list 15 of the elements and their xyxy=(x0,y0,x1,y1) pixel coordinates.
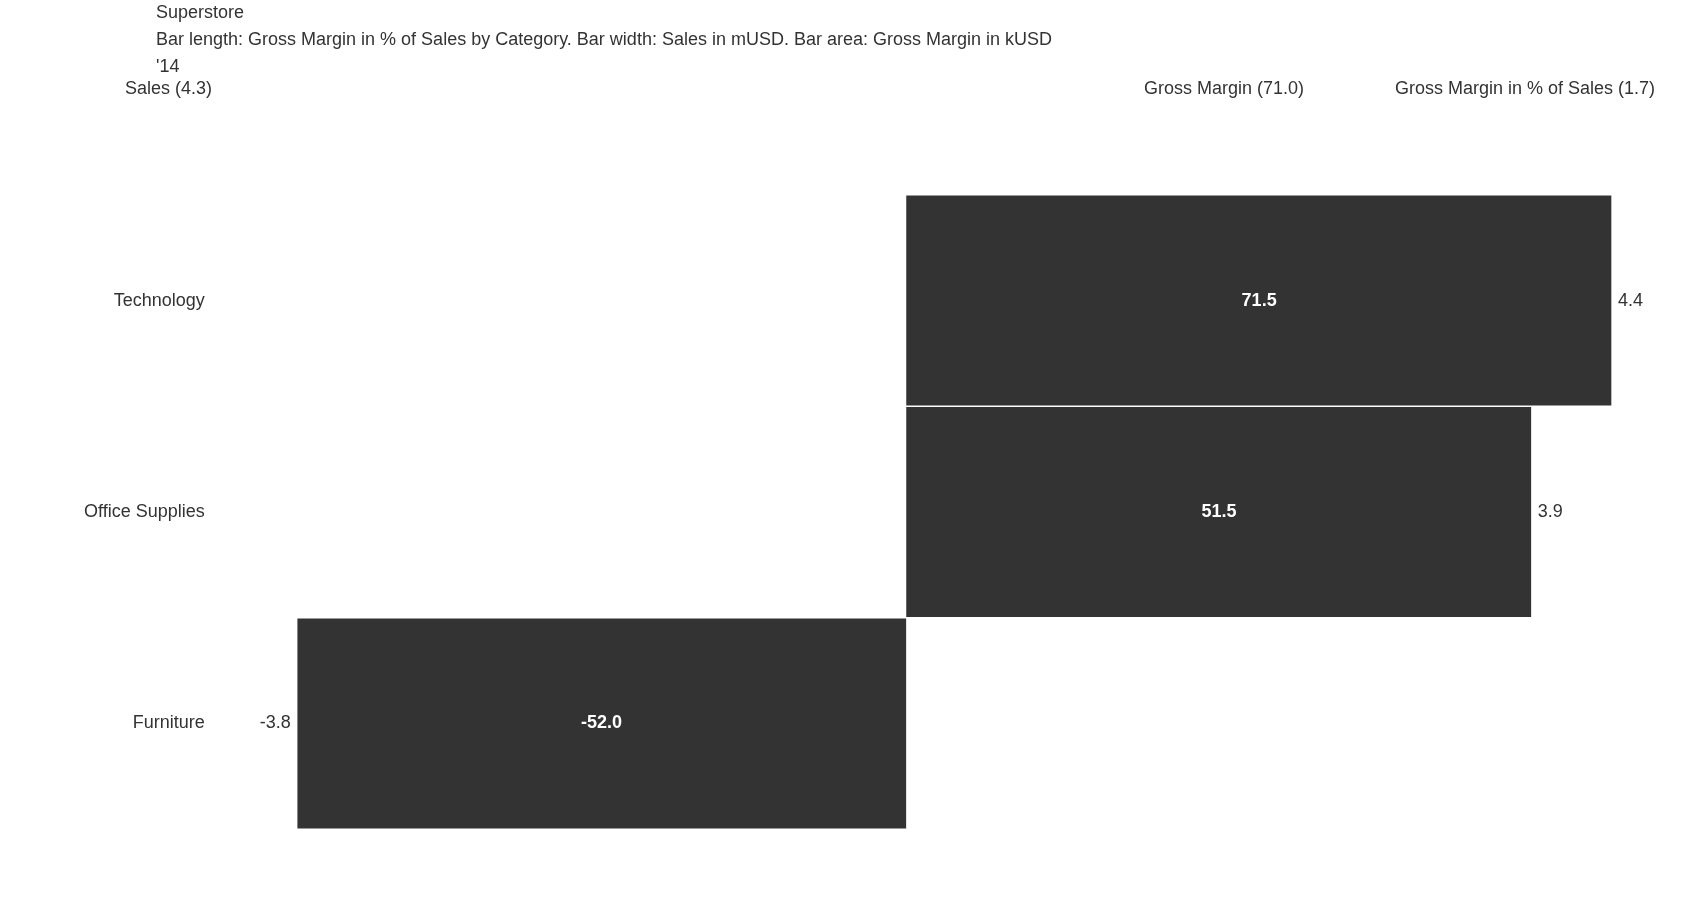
annotation: -52.0 xyxy=(580,712,623,733)
annotation: 71.5 xyxy=(1241,289,1277,310)
text: Sales (4.3) xyxy=(125,78,213,99)
chart-subtitle: Bar length: Gross Margin in % of Sales by Category. Bar width: Sales in mUSD. Bar area: Gross Margin in kUSD xyxy=(156,29,1053,50)
chart-title: Superstore xyxy=(156,2,245,23)
annotation: 51.5 xyxy=(1201,500,1237,521)
y-tick-label: Office Supplies xyxy=(83,500,205,521)
data-label: 4.4 xyxy=(1618,289,1644,310)
data-label: 3.9 xyxy=(1537,500,1563,521)
text: '14 xyxy=(156,56,180,77)
data-label: -3.8 xyxy=(259,712,291,733)
y-tick-label: Technology xyxy=(113,289,205,310)
text: Gross Margin in % of Sales (1.7) xyxy=(1395,78,1656,99)
text: Gross Margin (71.0) xyxy=(1144,78,1305,99)
y-tick-label: Furniture xyxy=(132,712,205,733)
